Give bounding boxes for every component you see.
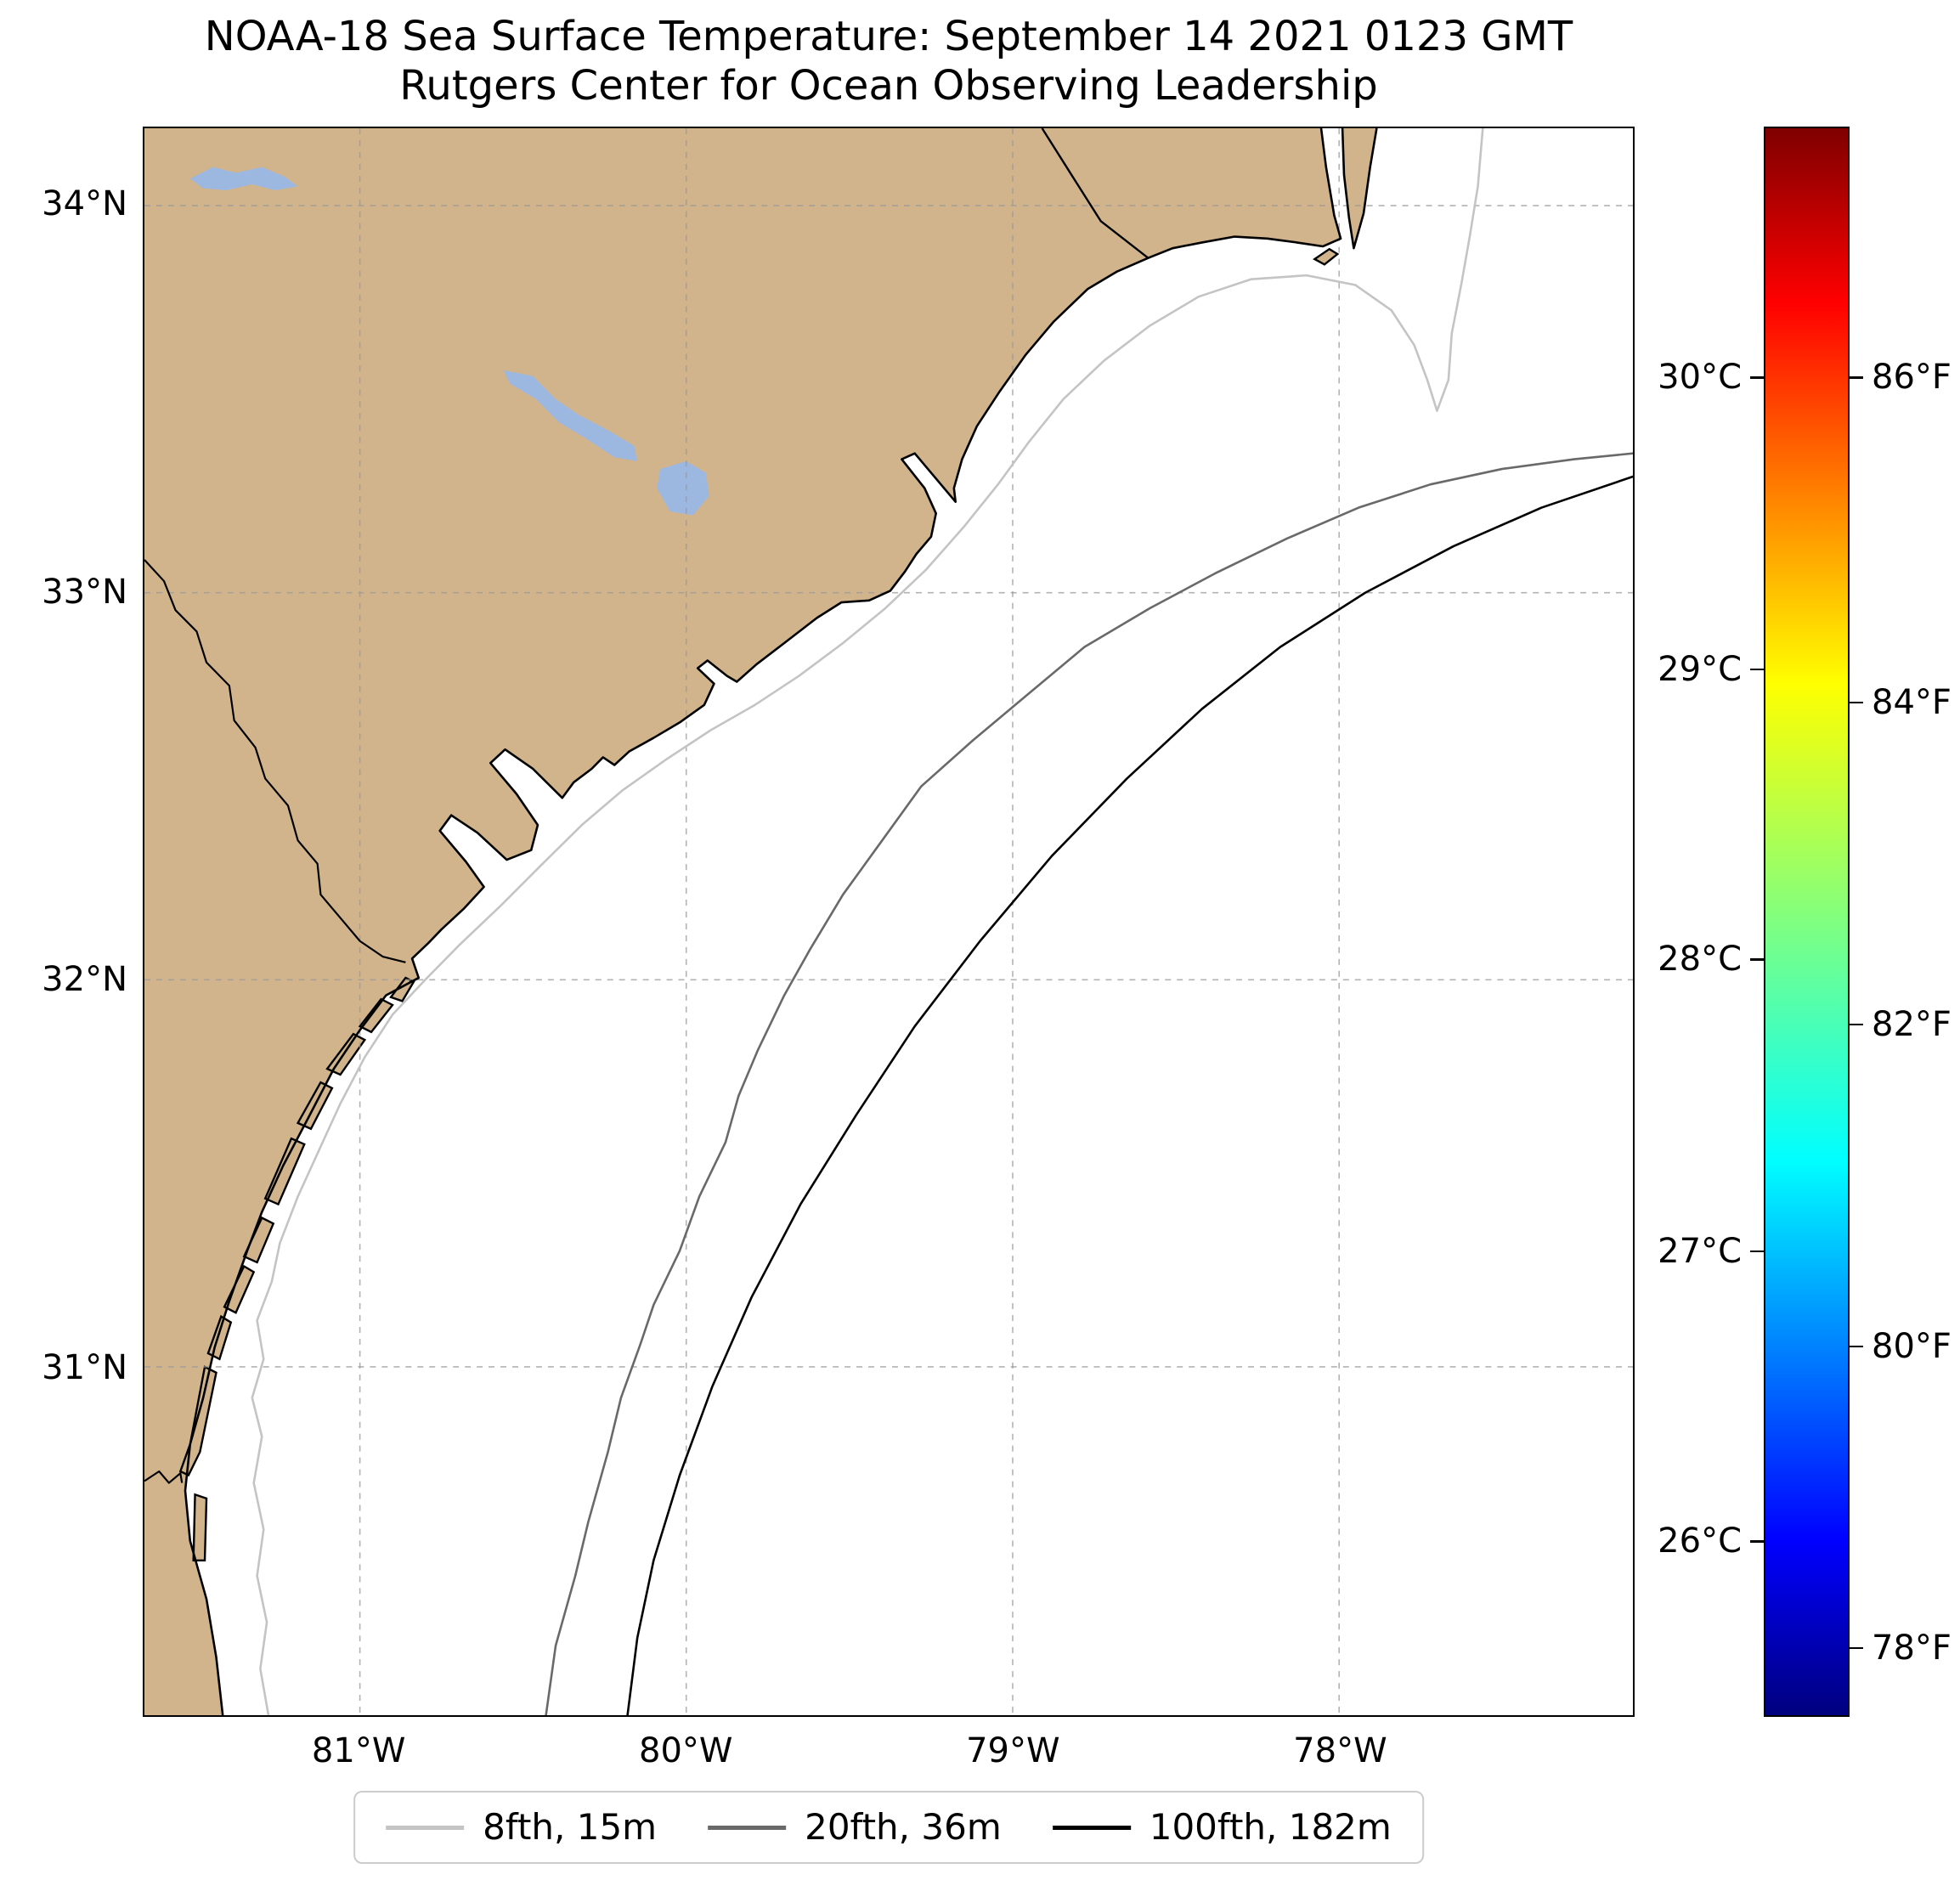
colorbar-tick — [1750, 376, 1765, 379]
sst-map — [144, 128, 1633, 1715]
colorbar-label-fahrenheit: 78°F — [1872, 1628, 1952, 1668]
river — [144, 1470, 184, 1484]
colorbar-tick — [1848, 1646, 1863, 1650]
legend-line-sample — [708, 1825, 787, 1830]
land-mainland — [144, 128, 1341, 1715]
colorbar-label-celsius: 30°C — [1658, 358, 1742, 398]
colorbar-label-fahrenheit: 84°F — [1872, 682, 1952, 722]
coastline — [184, 128, 1342, 1715]
bald-head-island — [1313, 247, 1340, 266]
colorbar-label-celsius: 27°C — [1658, 1231, 1742, 1271]
colorbar-label-fahrenheit: 82°F — [1872, 1004, 1952, 1044]
colorbar-label-fahrenheit: 86°F — [1872, 358, 1952, 398]
title-block: NOAA-18 Sea Surface Temperature: Septemb… — [143, 12, 1635, 110]
legend-item: 100fth, 182m — [1052, 1806, 1392, 1849]
lake — [657, 460, 709, 516]
legend-line-sample — [1052, 1825, 1131, 1830]
lon-tick-label: 81°W — [311, 1731, 406, 1770]
contour-8fth-15m — [251, 128, 1484, 1715]
lon-tick-label: 78°W — [1293, 1731, 1387, 1770]
lat-tick-label: 31°N — [42, 1348, 127, 1388]
lake — [189, 167, 298, 190]
legend-label: 20fth, 36m — [805, 1806, 1002, 1848]
legend-line-sample — [386, 1825, 465, 1830]
colorbar-tick — [1848, 701, 1863, 704]
colorbar-tick — [1750, 668, 1765, 671]
colorbar: 30°C 29°C 28°C 27°C 26°C 86°F 84°F 82°F 80°F 78°F — [1658, 127, 1952, 1717]
legend-label: 8fth, 15m — [483, 1806, 658, 1848]
lon-tick-label: 80°W — [639, 1731, 733, 1770]
colorbar-tick — [1750, 1250, 1765, 1253]
colorbar-label-fahrenheit: 80°F — [1872, 1326, 1952, 1366]
river — [144, 559, 406, 963]
colorbar-tick — [1848, 1023, 1863, 1026]
contour-100fth-182m — [626, 475, 1633, 1715]
lat-tick-label: 34°N — [42, 184, 127, 224]
legend-item: 8fth, 15m — [386, 1806, 657, 1849]
legend-item: 20fth, 36m — [708, 1806, 1002, 1849]
barrier-island — [192, 1493, 208, 1561]
colorbar-label-celsius: 29°C — [1658, 649, 1742, 689]
legend-label: 100fth, 182m — [1149, 1806, 1392, 1848]
lat-tick-label: 33°N — [42, 572, 127, 612]
coastline-cape-fear — [1341, 128, 1378, 250]
land-cape-fear-strip — [1342, 128, 1377, 249]
chart-title: NOAA-18 Sea Surface Temperature: Septemb… — [204, 13, 1573, 60]
legend: 8fth, 15m 20fth, 36m 100fth, 182m — [353, 1791, 1424, 1864]
colorbar-tick — [1750, 958, 1765, 961]
lake — [503, 370, 638, 461]
colorbar-label-celsius: 26°C — [1658, 1522, 1742, 1561]
lat-tick-label: 32°N — [42, 960, 127, 1000]
barrier-island — [223, 1264, 256, 1314]
contour-20fth-36m — [545, 452, 1633, 1715]
map-plot-area — [143, 127, 1635, 1717]
colorbar-tick — [1750, 1540, 1765, 1543]
colorbar-label-celsius: 28°C — [1658, 940, 1742, 980]
colorbar-tick — [1848, 376, 1863, 379]
barrier-island — [358, 997, 394, 1034]
colorbar-tick — [1848, 1345, 1863, 1348]
lon-tick-label: 79°W — [966, 1731, 1060, 1770]
chart-subtitle: Rutgers Center for Ocean Observing Leade… — [399, 62, 1378, 110]
state-border — [1041, 128, 1149, 259]
